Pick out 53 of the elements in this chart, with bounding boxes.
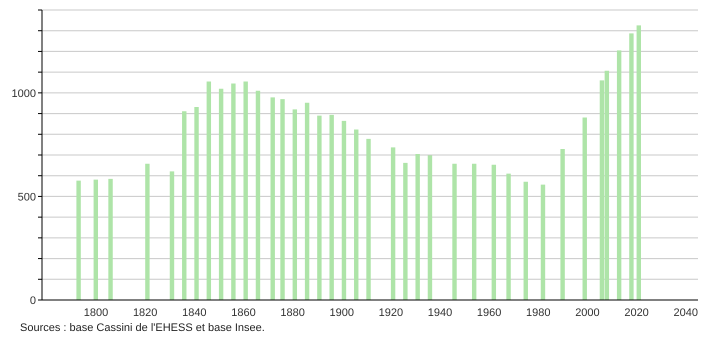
bar [540,184,546,300]
y-tick-label: 0 [30,294,36,307]
bar [231,84,236,300]
bar [304,102,310,300]
bar [170,171,174,300]
y-tick-label: 1000 [12,88,36,100]
bar [270,97,275,300]
x-tick-label: 2020 [624,306,649,319]
bar [256,90,260,300]
bar [390,147,396,300]
bar [629,33,634,300]
bar [366,138,371,300]
bar [428,155,432,300]
bar [492,164,496,300]
source-note: Sources : base Cassini de l'EHESS et base Insee. [20,322,266,334]
bar [329,114,334,300]
y-tick-label: 500 [18,191,36,204]
bar [472,164,476,300]
x-tick-label: 1940 [428,306,452,319]
x-tick-label: 1840 [182,306,207,319]
bar [317,116,322,300]
x-tick-label: 1920 [378,306,404,319]
x-tick-label: 2040 [673,306,698,319]
bar [108,178,113,300]
bar [506,174,511,300]
bar [616,50,622,300]
bar [292,109,298,300]
bar [560,148,565,300]
x-tick-label: 1860 [231,306,256,319]
x-tick-label: 1880 [280,306,305,319]
bar [243,81,248,300]
bar [636,25,641,300]
bar [342,120,346,300]
bar [206,81,212,300]
x-tick-label: 1900 [330,306,354,319]
bar [280,99,285,300]
x-tick-label: 1820 [132,306,158,319]
x-tick-label: 1800 [84,306,108,319]
bar [76,180,81,300]
x-tick-label: 2000 [575,306,600,319]
bar [145,164,150,300]
bar [582,118,587,300]
bar [524,182,528,300]
bar [403,162,408,300]
bar [182,111,186,300]
bar [94,180,98,300]
bar [354,130,358,300]
x-tick-label: 1980 [526,306,551,319]
bar [194,106,199,300]
bar [452,164,457,300]
x-tick-label: 1960 [476,306,502,319]
bar [415,154,420,300]
bar [218,88,224,300]
